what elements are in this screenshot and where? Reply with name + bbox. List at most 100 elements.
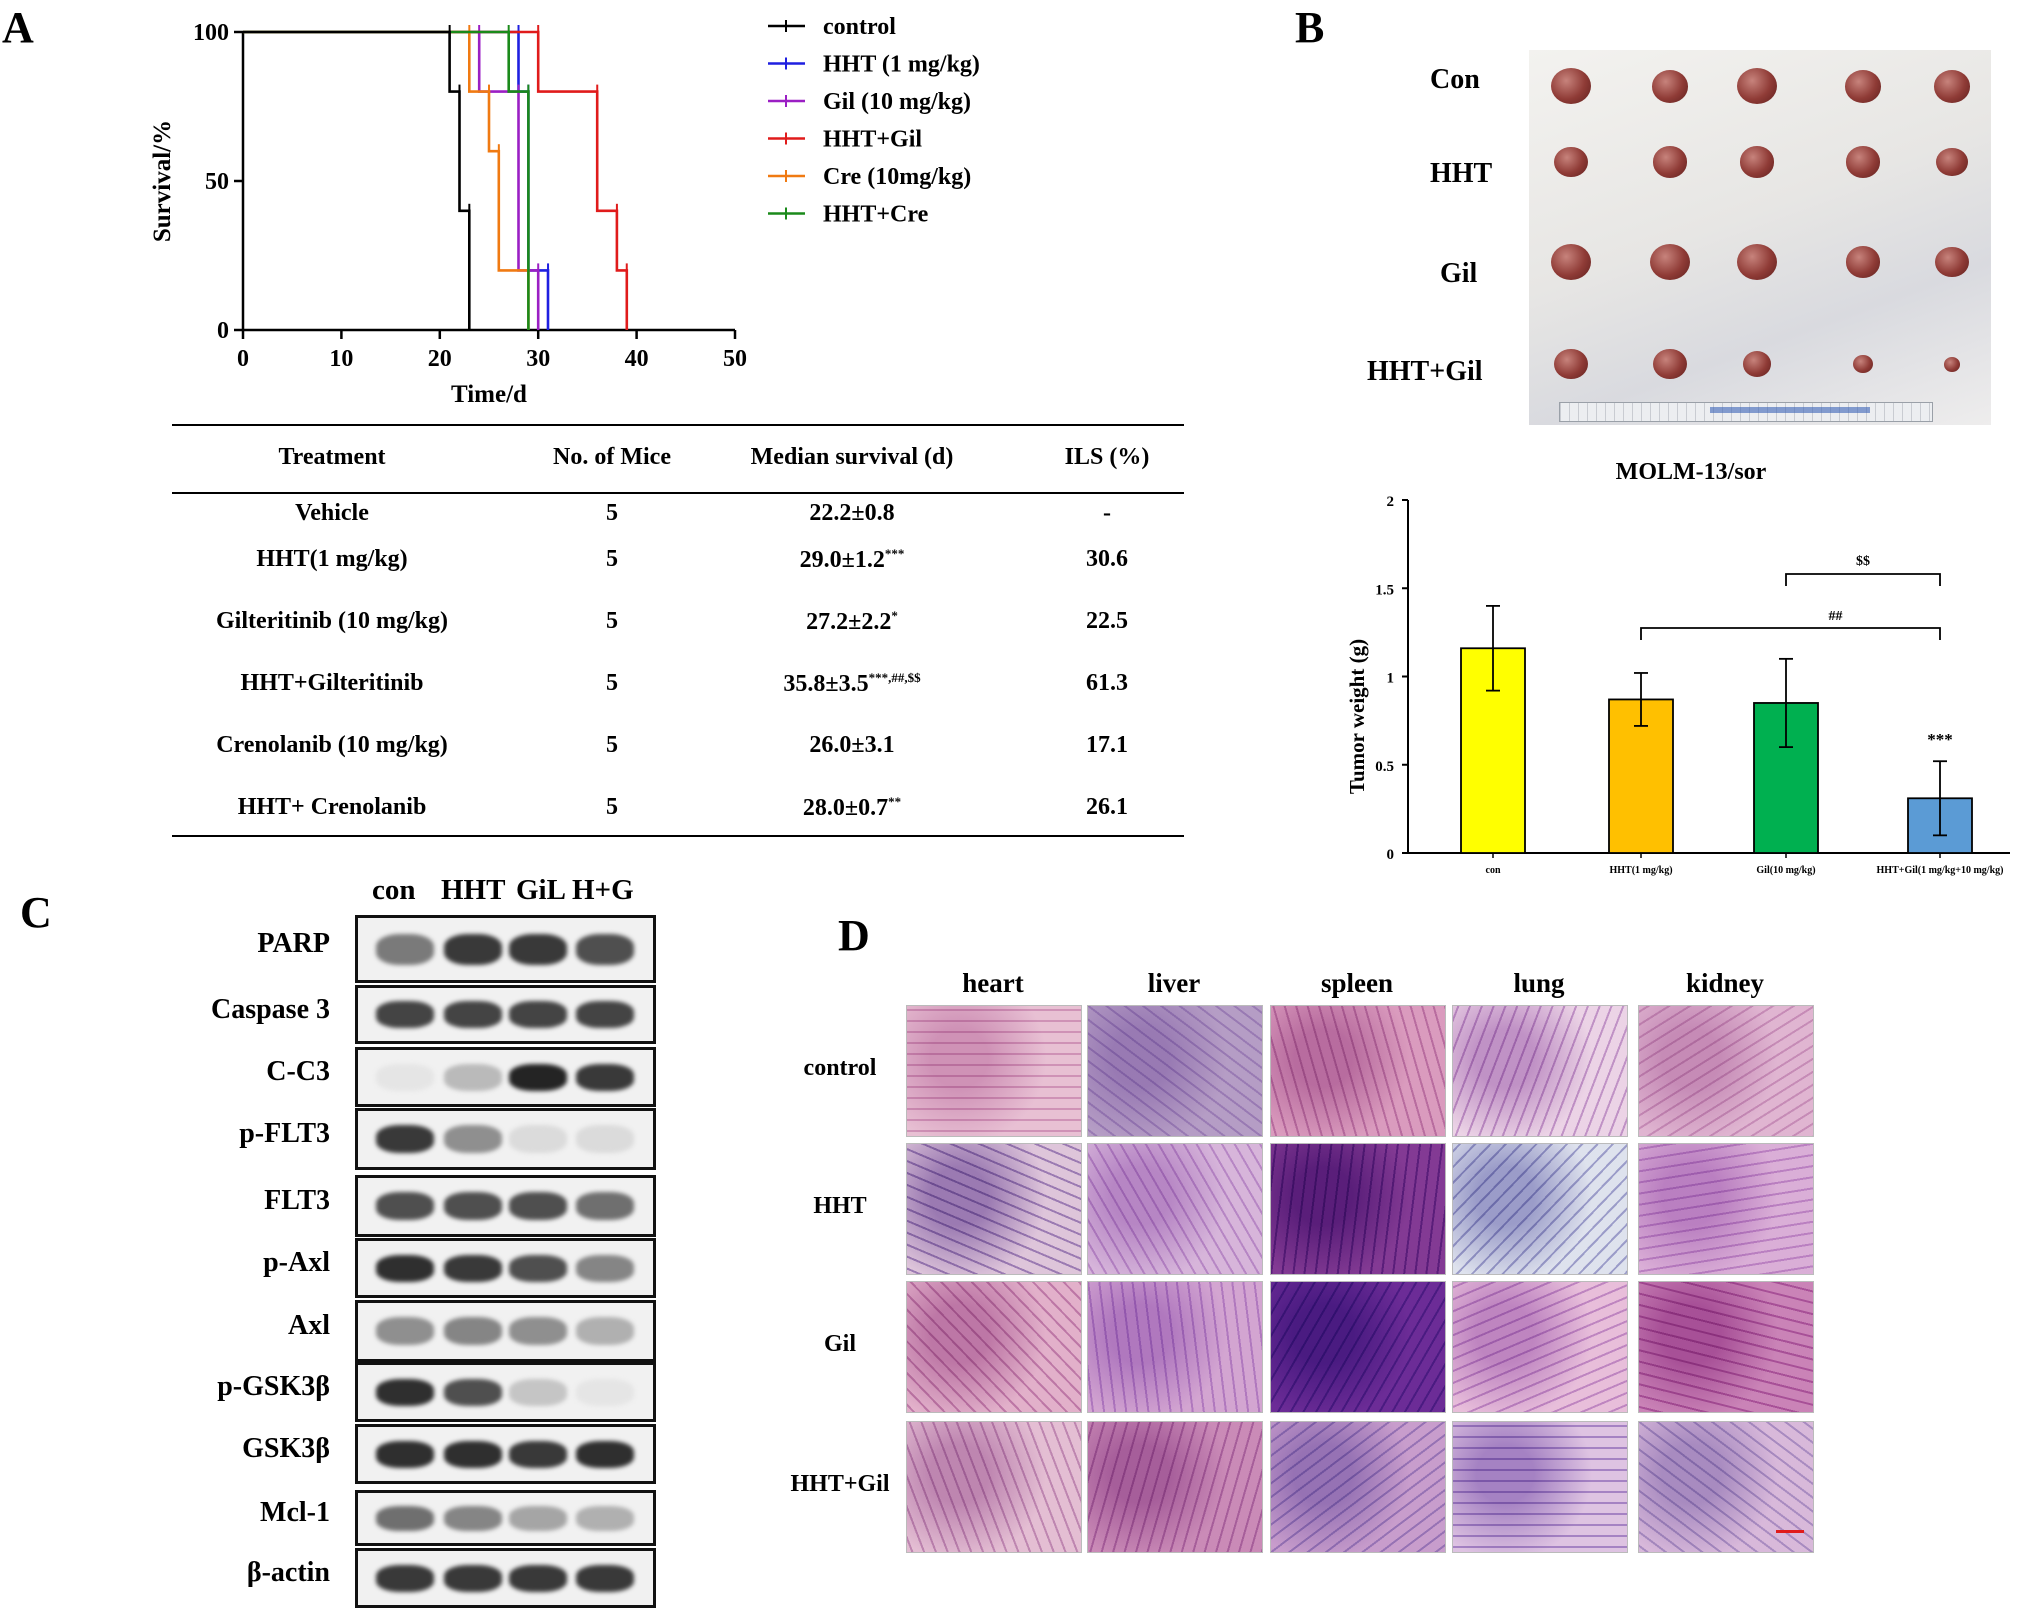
series-line-control bbox=[243, 30, 471, 330]
table-header-mice: No. of Mice bbox=[553, 444, 671, 470]
bracket-gil-combo bbox=[1785, 573, 1941, 586]
blot-label: β-actin bbox=[246, 1557, 330, 1588]
chart-title: MOLM-13/sor bbox=[1616, 459, 1767, 485]
blot-strip bbox=[355, 1300, 656, 1362]
tumor-sample bbox=[1739, 146, 1775, 178]
legend-label-hht_gil: HHT+Gil bbox=[823, 127, 922, 153]
histology-row-label: Gil bbox=[823, 1331, 856, 1357]
table-cell-ils: 61.3 bbox=[1086, 670, 1128, 696]
histology-image bbox=[1452, 1143, 1628, 1275]
blot-band bbox=[376, 1505, 434, 1531]
bracket-hht-combo bbox=[1640, 627, 1941, 640]
blot-band bbox=[509, 1125, 567, 1153]
table-cell-treatment: HHT(1 mg/kg) bbox=[256, 546, 408, 572]
blot-label: FLT3 bbox=[264, 1185, 330, 1216]
histology-column-label: heart bbox=[962, 968, 1024, 998]
table-cell-mice: 5 bbox=[606, 500, 618, 526]
legend-label-hht_cre: HHT+Cre bbox=[823, 202, 929, 228]
x-tick-label: con bbox=[1486, 865, 1501, 876]
y-tick-label: 100 bbox=[193, 20, 229, 46]
table-header-treatment: Treatment bbox=[278, 444, 386, 470]
x-tick-label: Gil(10 mg/kg) bbox=[1756, 865, 1815, 876]
blot-band bbox=[509, 1063, 567, 1091]
table-cell-median: 22.2±0.8 bbox=[809, 500, 895, 526]
tumor-sample bbox=[1936, 147, 1968, 177]
tumor-sample bbox=[1844, 69, 1882, 103]
significance-mark: * bbox=[891, 608, 898, 623]
blot-band bbox=[509, 1001, 567, 1028]
table-cell-mice: 5 bbox=[606, 546, 618, 572]
blot-band bbox=[509, 1192, 567, 1220]
histology-image bbox=[1087, 1421, 1263, 1553]
blot-strip bbox=[355, 1175, 656, 1237]
histology-image bbox=[1452, 1421, 1628, 1553]
significance-combo: *** bbox=[1927, 730, 1953, 749]
histology-image bbox=[906, 1143, 1082, 1275]
blot-band bbox=[376, 1317, 434, 1345]
photo-row-label-gil: Gil bbox=[1440, 258, 1478, 289]
blot-band bbox=[576, 1440, 634, 1468]
y-tick-label: 0 bbox=[1387, 847, 1395, 863]
blot-band bbox=[576, 1317, 634, 1345]
x-tick-label: HHT(1 mg/kg) bbox=[1609, 865, 1672, 876]
significance-gil-combo: $$ bbox=[1856, 554, 1870, 569]
tumor-sample bbox=[1742, 351, 1772, 377]
table-cell-median: 28.0±0.7** bbox=[802, 794, 902, 821]
table-cell-ils: 17.1 bbox=[1086, 732, 1128, 758]
blot-label: C-C3 bbox=[266, 1056, 330, 1087]
table-cell-treatment: Crenolanib (10 mg/kg) bbox=[216, 732, 448, 758]
table-cell-treatment: HHT+ Crenolanib bbox=[237, 794, 427, 820]
blot-band bbox=[444, 1505, 502, 1531]
blot-label: Axl bbox=[288, 1310, 330, 1341]
histology-image bbox=[1270, 1281, 1446, 1413]
blot-band bbox=[444, 1317, 502, 1345]
legend-label-control: control bbox=[823, 14, 896, 40]
legend-label-hht: HHT (1 mg/kg) bbox=[823, 52, 980, 78]
y-axis-label: Tumor weight (g) bbox=[1345, 639, 1369, 794]
histology-image bbox=[906, 1005, 1082, 1137]
tumor-sample bbox=[1737, 244, 1777, 280]
blot-strip bbox=[355, 1424, 656, 1484]
blot-band bbox=[576, 1254, 634, 1282]
significance-mark: ***,##,$$ bbox=[868, 670, 921, 685]
histology-image bbox=[1638, 1005, 1814, 1137]
histology-image bbox=[1638, 1143, 1814, 1275]
series-line-hht_gil bbox=[243, 30, 629, 330]
blot-band bbox=[509, 933, 567, 965]
tumor-sample bbox=[1845, 246, 1881, 278]
histology-image bbox=[1087, 1143, 1263, 1275]
blot-label: p-GSK3β bbox=[217, 1371, 330, 1402]
histology-row-label: control bbox=[803, 1055, 877, 1081]
histology-image bbox=[1087, 1005, 1263, 1137]
y-tick-label: 1 bbox=[1387, 671, 1395, 687]
photo-row-label-hht-gil: HHT+Gil bbox=[1367, 356, 1483, 387]
lane-label-hht: HHT bbox=[441, 874, 506, 906]
blot-band bbox=[576, 1505, 634, 1531]
y-tick-label: 0 bbox=[217, 318, 229, 344]
x-tick-label: 20 bbox=[428, 346, 452, 372]
significance-mark: ** bbox=[888, 794, 902, 809]
blot-strip bbox=[355, 1490, 656, 1546]
y-axis-label: Survival/% bbox=[149, 120, 176, 242]
table-cell-ils: 22.5 bbox=[1086, 608, 1128, 634]
panel-label-c: C bbox=[20, 888, 52, 937]
table-cell-treatment: HHT+Gilteritinib bbox=[240, 670, 424, 696]
blot-band bbox=[509, 1564, 567, 1592]
legend-label-gil: Gil (10 mg/kg) bbox=[823, 89, 971, 115]
blot-band bbox=[576, 933, 634, 965]
table-cell-ils: 26.1 bbox=[1086, 794, 1128, 820]
histology-column-label: liver bbox=[1147, 968, 1201, 998]
y-tick-label: 1.5 bbox=[1375, 582, 1394, 598]
blot-band bbox=[376, 933, 434, 965]
blot-band bbox=[509, 1254, 567, 1282]
lane-label-con: con bbox=[372, 874, 416, 906]
x-axis-label: Time/d bbox=[451, 381, 527, 408]
significance-mark: *** bbox=[884, 546, 905, 561]
tumor-sample bbox=[1933, 69, 1971, 103]
blot-band bbox=[444, 1063, 502, 1091]
table-cell-mice: 5 bbox=[606, 670, 618, 696]
histology-image bbox=[906, 1421, 1082, 1553]
blot-band bbox=[444, 1192, 502, 1220]
table-cell-median: 26.0±3.1 bbox=[809, 732, 895, 758]
blot-band bbox=[576, 1063, 634, 1091]
